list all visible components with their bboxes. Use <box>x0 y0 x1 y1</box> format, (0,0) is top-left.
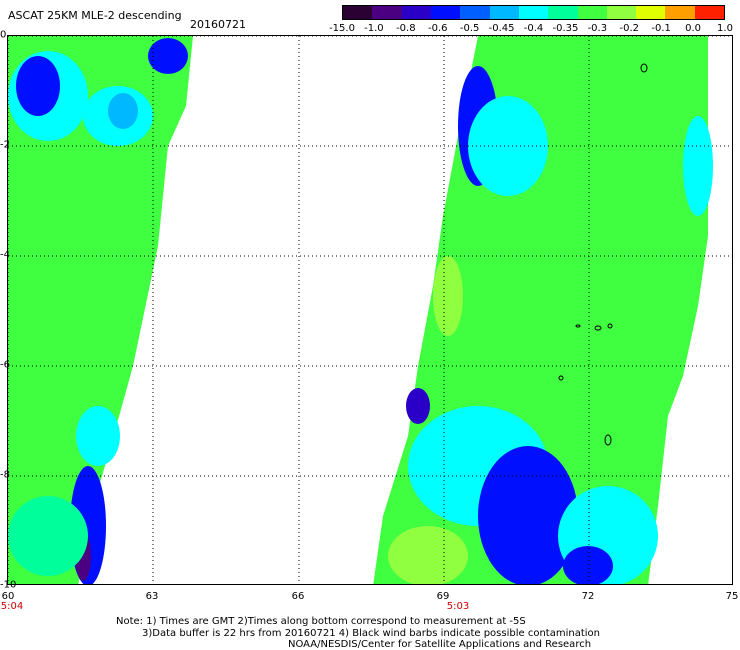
colorbar-label: -0.1 <box>651 23 671 34</box>
lon-tick-72: 72 <box>581 591 595 602</box>
lat-lon-grid <box>8 36 732 584</box>
swath-right-blue-mid <box>478 446 578 584</box>
lat-tick-8: -8 <box>0 469 10 481</box>
lat-tick-0: 0 <box>0 29 7 41</box>
colorbar-label: -0.8 <box>396 23 416 34</box>
island-contour <box>607 323 613 329</box>
swath-right-lightgreen-2 <box>433 256 463 336</box>
colorbar-label: -0.3 <box>587 23 608 34</box>
island-contour <box>594 325 602 331</box>
colorbar-segment <box>489 6 519 19</box>
colorbar-segment <box>343 6 373 19</box>
colorbar-label: 1.0 <box>717 23 733 34</box>
note-line-1: Note: 1) Times are GMT 2)Times along bot… <box>116 616 526 627</box>
swath-left-sky <box>108 93 138 129</box>
swath-left-cyan-3 <box>76 406 120 466</box>
chart-date: 20160721 <box>190 18 246 31</box>
colorbar-segment <box>548 6 578 19</box>
swath-right <box>373 36 713 584</box>
colorbar-segment <box>665 6 695 19</box>
colorbar-segment <box>577 6 607 19</box>
chart-title: ASCAT 25KM MLE-2 descending <box>8 9 182 22</box>
scatterometer-map <box>8 36 732 584</box>
lon-tick-75: 75 <box>725 591 739 602</box>
lon-tick-63: 63 <box>145 591 159 602</box>
colorbar-label: -0.35 <box>552 23 579 34</box>
lat-tick-6: -6 <box>0 359 10 371</box>
colorbar-label: -15.0 <box>329 23 355 34</box>
swath-right-lightgreen <box>388 526 468 584</box>
lon-tick-66: 66 <box>291 591 305 602</box>
island-contour <box>575 324 581 328</box>
lon-tick-60: 60 <box>1 591 15 602</box>
colorbar-labels: -15.0 -1.0 -0.8 -0.6 -0.5 -0.45 -0.4 -0.35 -0.3-… <box>322 23 740 35</box>
colorbar-segment <box>606 6 637 19</box>
map-frame <box>7 35 733 585</box>
note-line-3: NOAA/NESDIS/Center for Satellite Applica… <box>288 639 592 650</box>
lat-tick-10: -10 <box>0 579 17 591</box>
colorbar-label: -0.2 <box>619 23 640 34</box>
island-contour <box>604 434 612 446</box>
swath-left-blue <box>16 56 60 116</box>
swath-right-cyan-edge <box>683 116 713 216</box>
colorbar-segment <box>372 6 402 19</box>
colorbar-segment <box>518 6 549 19</box>
colorbar-label: -0.45 <box>488 23 515 34</box>
time-label-right: 5:03 <box>446 601 470 612</box>
colorbar-segment <box>430 6 461 19</box>
time-label-left: 5:04 <box>0 601 24 612</box>
colorbar-label: -0.6 <box>427 23 448 34</box>
colorbar <box>342 5 725 20</box>
swath-left-base <box>8 36 193 584</box>
colorbar-label: -1.0 <box>364 23 384 34</box>
swath-right-darkblue <box>406 388 430 424</box>
colorbar-label: -0.5 <box>459 23 480 34</box>
lat-tick-4: -4 <box>0 249 10 261</box>
lon-tick-69: 69 <box>436 591 450 602</box>
swath-left-blue-2 <box>148 38 188 74</box>
island-contours <box>558 63 648 446</box>
swath-right-blue-low <box>563 546 613 584</box>
swath-left <box>8 36 193 584</box>
colorbar-segment <box>694 6 725 19</box>
island-contour <box>558 375 564 381</box>
note-line-2: 3)Data buffer is 22 hrs from 20160721 4)… <box>142 628 600 639</box>
colorbar-segment <box>636 6 666 19</box>
island-contour <box>640 63 648 73</box>
swath-left-teal <box>8 496 88 576</box>
colorbar-label: -0.4 <box>523 23 544 34</box>
colorbar-segment <box>401 6 431 19</box>
lat-tick-2: -2 <box>0 139 10 151</box>
colorbar-label: 0.0 <box>685 23 702 34</box>
colorbar-segment <box>460 6 490 19</box>
